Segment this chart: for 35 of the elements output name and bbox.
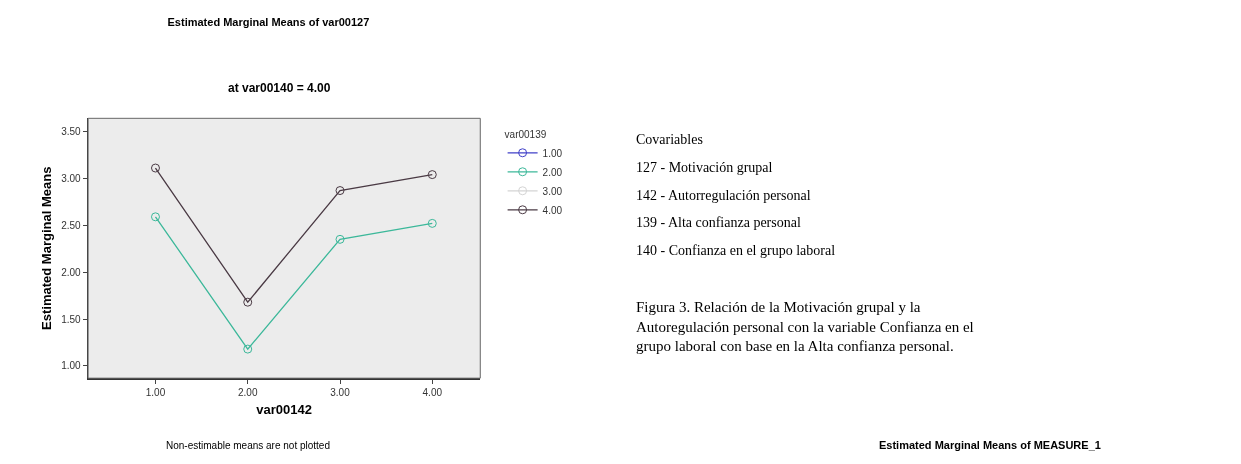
y-tick-label: 2.50 bbox=[61, 219, 82, 231]
x-tick-label: 1.00 bbox=[145, 386, 166, 398]
y-tick-label: 1.00 bbox=[61, 360, 82, 372]
chart-title: Estimated Marginal Means of var00127 bbox=[167, 16, 370, 29]
x-tick-label: 3.00 bbox=[330, 386, 351, 398]
x-tick-label: 4.00 bbox=[422, 386, 443, 398]
legend-label: 4.00 bbox=[542, 204, 563, 216]
legend-label: 1.00 bbox=[542, 147, 563, 159]
y-tick-label: 3.50 bbox=[61, 125, 82, 137]
point bbox=[243, 344, 253, 354]
legend-title: var00139 bbox=[504, 129, 547, 141]
chart-subtitle: at var00140 = 4.00 bbox=[228, 81, 331, 95]
text: Covariables bbox=[636, 132, 703, 147]
point bbox=[335, 234, 345, 244]
text: Estimated Marginal Means of MEASURE_1 bbox=[879, 439, 1101, 451]
point bbox=[427, 218, 437, 228]
text: 127 - Motivación grupal bbox=[636, 160, 773, 175]
y-axis-title: Estimated Marginal Means bbox=[39, 166, 55, 330]
x-tick-label: 2.00 bbox=[238, 386, 258, 398]
y-tick-label: 1.50 bbox=[61, 313, 82, 325]
point bbox=[335, 186, 345, 196]
y-tick-label: 3.00 bbox=[61, 172, 82, 184]
point bbox=[150, 212, 160, 222]
text: 139 - Alta confianza personal bbox=[636, 215, 801, 230]
point bbox=[243, 297, 253, 307]
y-tick-label: 2.00 bbox=[61, 266, 82, 278]
legend-label: 3.00 bbox=[542, 185, 563, 197]
text: 142 - Autorregulación personal bbox=[636, 188, 811, 203]
text: 140 - Confianza en el grupo laboral bbox=[636, 243, 836, 258]
x-axis-title: var00142 bbox=[256, 402, 313, 418]
point bbox=[150, 163, 160, 173]
text: Non-estimable means are not plotted bbox=[166, 440, 330, 451]
point bbox=[427, 170, 437, 180]
legend-label: 2.00 bbox=[542, 166, 563, 178]
text: Figura 3. Relación de la Motivación grupal y la Autoregulación personal con la variable Confianza en el grupo laboral con base en la Alta confianza personal. bbox=[636, 299, 974, 354]
